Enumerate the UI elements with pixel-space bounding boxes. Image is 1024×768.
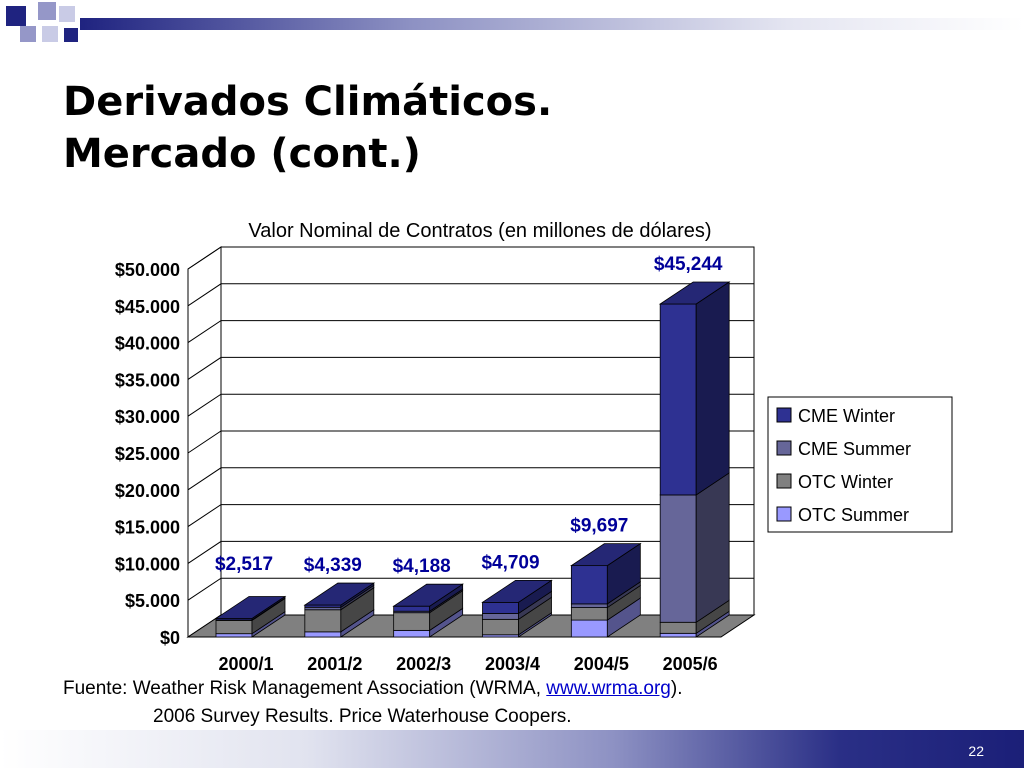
x-tick-label: 2001/2 (307, 654, 362, 674)
bar-segment-front (215, 633, 253, 638)
legend-swatch (776, 506, 792, 522)
bar-segment-front (570, 607, 608, 621)
bar-top (481, 579, 553, 603)
y-tick-label: $20.000 (115, 481, 180, 501)
legend-label: OTC Summer (798, 505, 909, 525)
x-tick-label: 2004/5 (574, 654, 629, 674)
total-label: $4,709 (481, 552, 539, 573)
chart-title: Valor Nominal de Contratos (en millones … (248, 220, 711, 242)
total-label: $9,697 (570, 516, 628, 537)
gridline (187, 467, 754, 491)
title-decoration (6, 2, 1024, 42)
slide-title-line1: Derivados Climáticos. (63, 79, 553, 125)
source-link[interactable]: www.wrma.org (546, 678, 671, 699)
gridline (187, 356, 754, 380)
bar-segment-front (482, 618, 519, 636)
x-tick-label: 2003/4 (485, 654, 540, 674)
legend-label: CME Winter (798, 406, 895, 426)
legend-swatch (776, 407, 792, 423)
bar-segment-front (482, 601, 519, 614)
legend-swatch (776, 440, 792, 456)
title-bar (80, 18, 1024, 30)
x-tick-label: 2000/1 (218, 654, 273, 674)
bar-segment-front (659, 621, 697, 634)
bar-segment-front (393, 629, 431, 638)
total-label: $4,339 (304, 555, 362, 576)
source-line2: 2006 Survey Results. Price Waterhouse Co… (153, 706, 572, 727)
gridline (187, 246, 754, 270)
footer-bar (0, 730, 1024, 768)
deco-square (38, 2, 56, 20)
slide-title: Derivados Climáticos. Mercado (cont.) (63, 76, 552, 180)
gridline (187, 504, 754, 528)
bar-segment-front (482, 613, 519, 620)
y-tick-label: $10.000 (115, 554, 180, 574)
total-label: $45,244 (654, 254, 723, 275)
total-label: $2,517 (215, 554, 273, 575)
bar-segment-front (659, 303, 697, 496)
bar-segment-front (393, 605, 431, 612)
legend-label: OTC Winter (798, 472, 893, 492)
bar-segment-front (570, 565, 608, 605)
source-suffix: ). (670, 678, 683, 699)
bar-segment-front (659, 494, 697, 623)
deco-square (42, 26, 58, 42)
bar-top (392, 583, 464, 607)
y-tick-label: $25.000 (115, 444, 180, 464)
y-tick-label: $0 (160, 628, 180, 648)
bar-top (303, 582, 376, 606)
legend-swatch (776, 473, 792, 489)
source-prefix: Fuente: Weather Risk Management Associat… (63, 678, 547, 699)
deco-square (64, 28, 78, 42)
bar-segment-front (570, 603, 608, 608)
bar-segment-front (215, 620, 253, 635)
bar-segment-front (659, 632, 697, 638)
deco-square (20, 26, 36, 42)
gridline (187, 393, 754, 417)
y-tick-label: $40.000 (115, 334, 180, 354)
bar-segment-side (695, 281, 730, 496)
bar-segment-front (393, 612, 431, 631)
y-tick-label: $45.000 (115, 297, 180, 317)
legend-label: CME Summer (798, 439, 911, 459)
y-tick-label: $35.000 (115, 370, 180, 390)
deco-square (6, 6, 26, 26)
gridline (187, 283, 754, 307)
total-label: $4,188 (393, 556, 451, 577)
page-number: 22 (968, 743, 984, 759)
y-tick-label: $5.000 (125, 591, 180, 611)
bar-segment-front (304, 631, 342, 638)
deco-square (59, 6, 75, 22)
bar-top (658, 281, 731, 305)
x-tick-label: 2005/6 (663, 654, 718, 674)
x-tick-label: 2002/3 (396, 654, 451, 674)
gridline (187, 540, 754, 564)
bar-segment-front (570, 619, 608, 638)
bar-segment-side (695, 472, 730, 624)
gridline (187, 430, 754, 454)
y-tick-label: $30.000 (115, 407, 180, 427)
y-tick-label: $15.000 (115, 518, 180, 538)
legend-box (767, 396, 953, 533)
source-note: Fuente: Weather Risk Management Associat… (63, 675, 682, 731)
bar-top (214, 596, 287, 619)
bar-segment-front (304, 609, 342, 633)
y-tick-label: $50.000 (115, 260, 180, 280)
gridline (187, 320, 754, 344)
stacked-bar-chart: Valor Nominal de Contratos (en millones … (115, 220, 953, 674)
slide-title-line2: Mercado (cont.) (63, 131, 421, 177)
bar-top (570, 543, 642, 567)
